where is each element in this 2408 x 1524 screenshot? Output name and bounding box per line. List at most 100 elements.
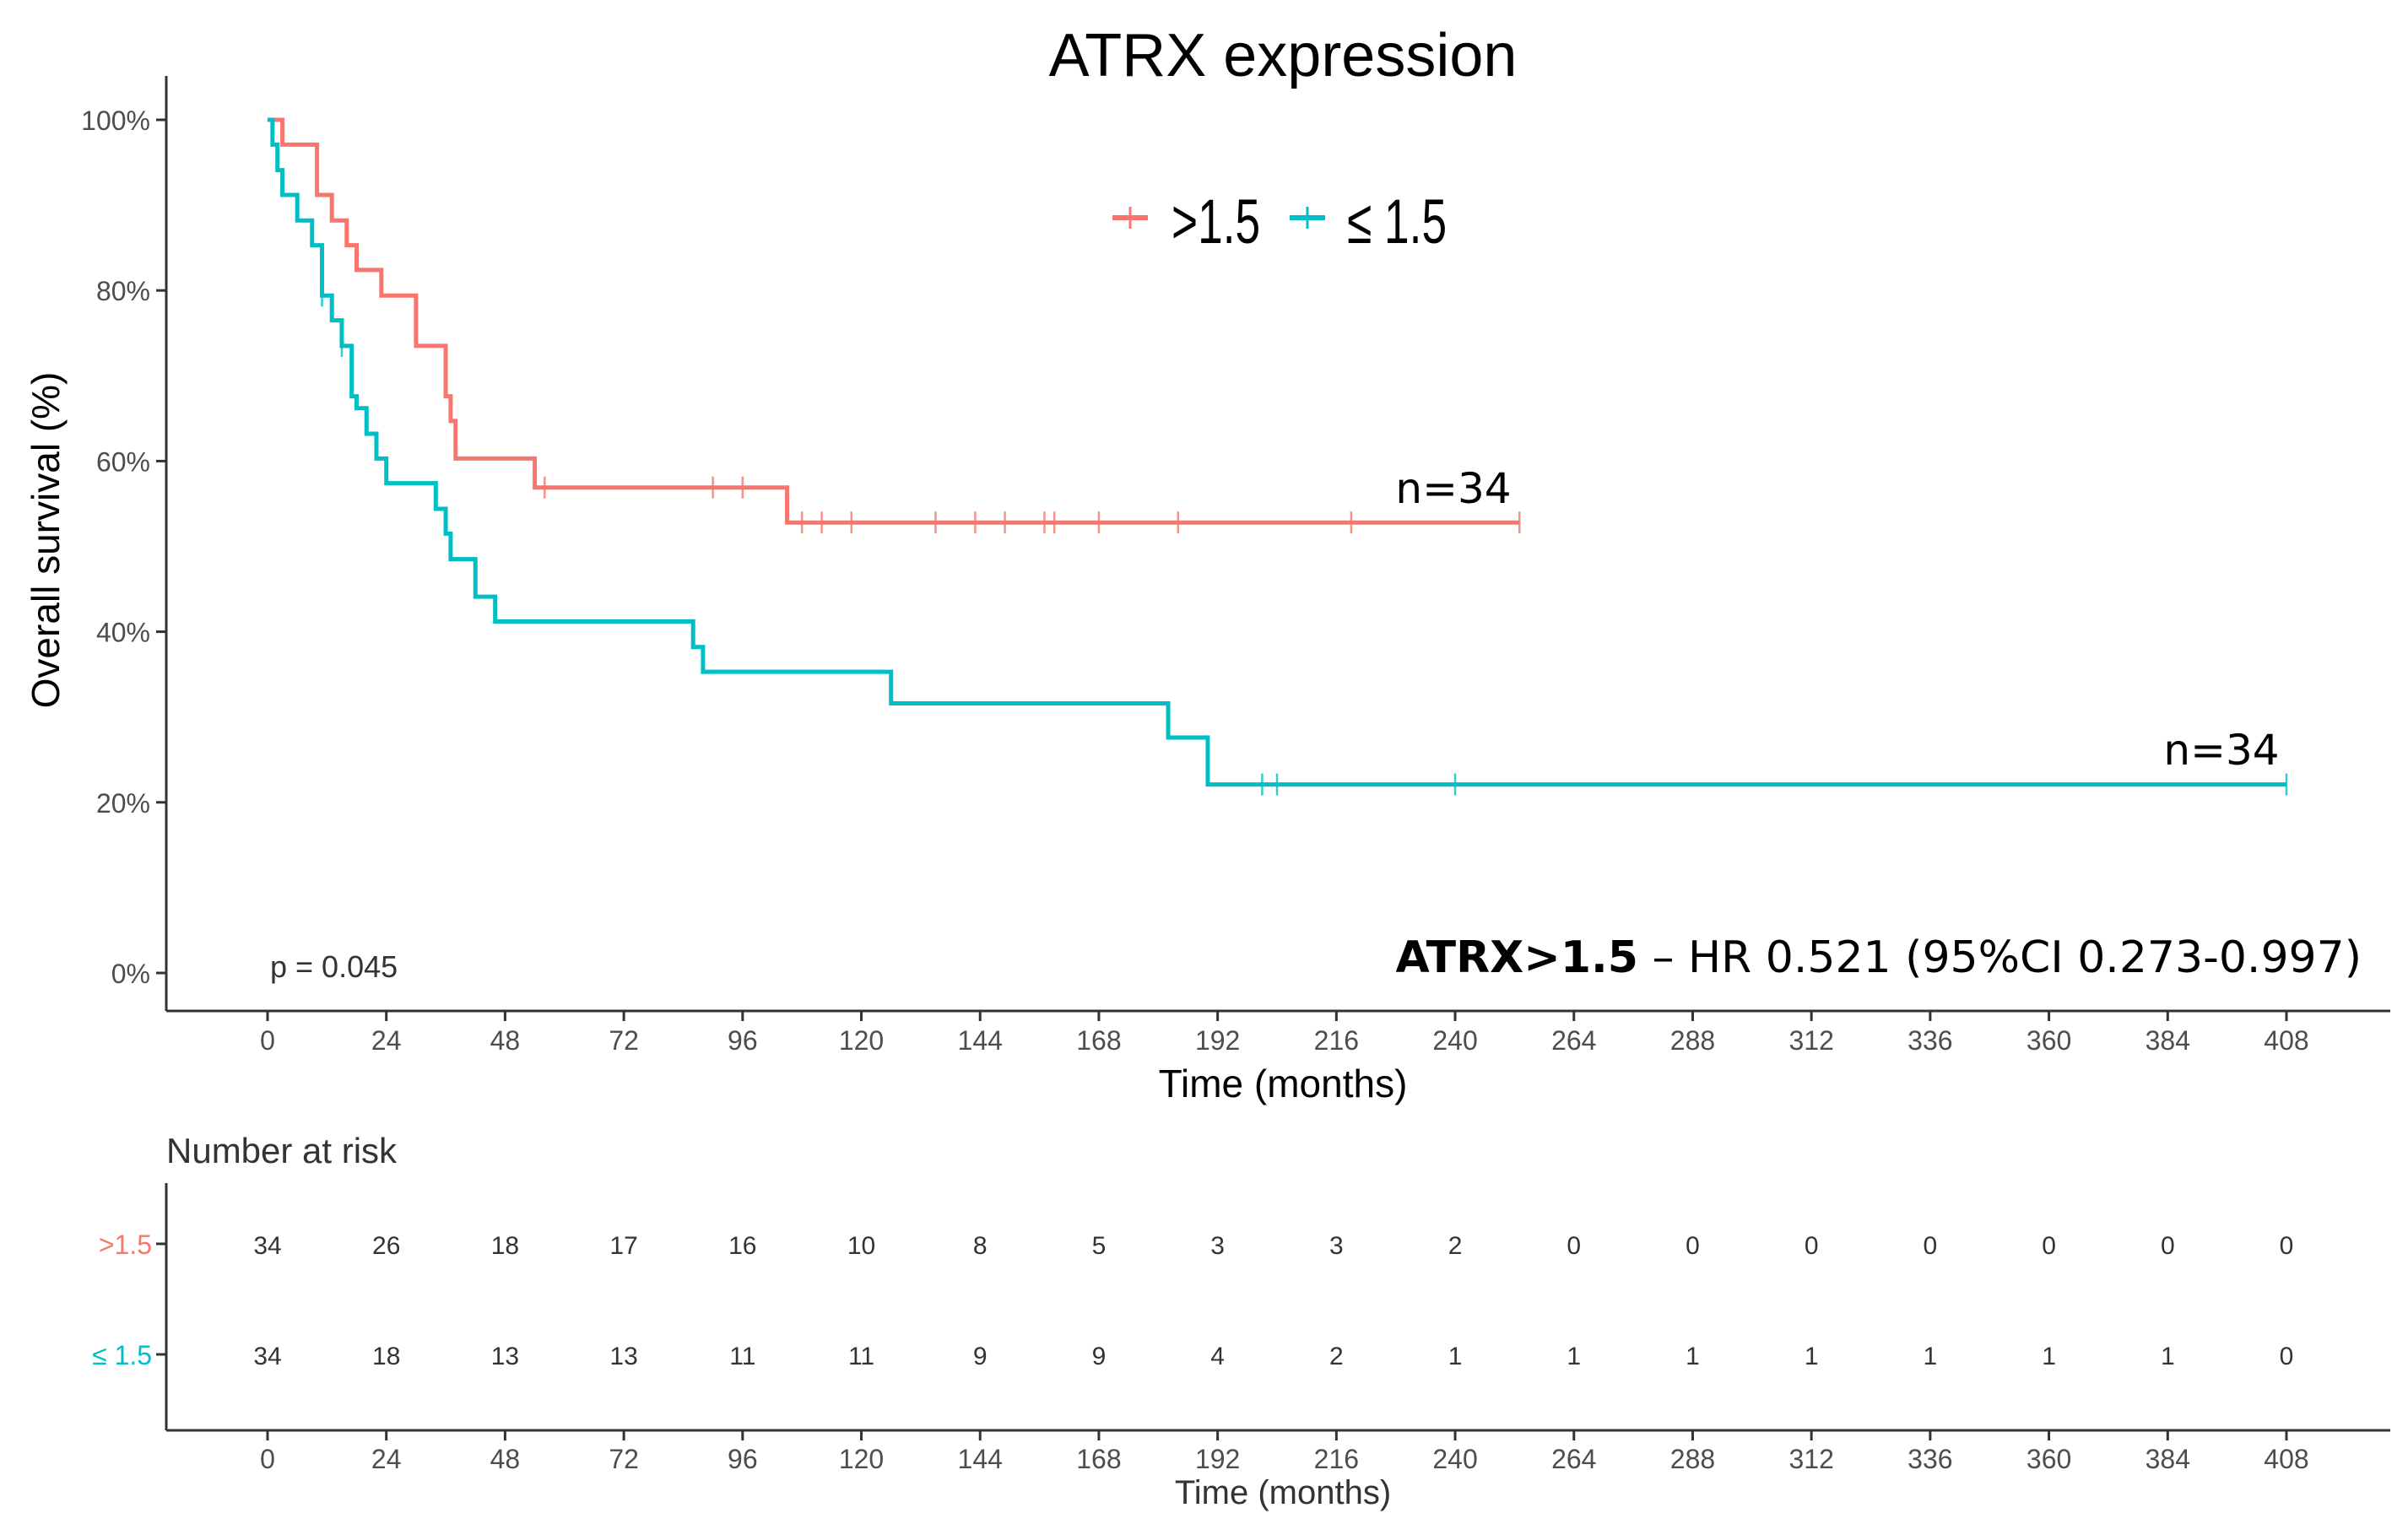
n-label-gt: n=34 xyxy=(1395,464,1511,513)
x-tick-label: 360 xyxy=(2027,1025,2071,1056)
risk-value: 0 xyxy=(2161,1232,2175,1260)
x-tick-label: 384 xyxy=(2146,1025,2190,1056)
x-axis-label: Time (months) xyxy=(1159,1062,1408,1105)
risk-value: 0 xyxy=(2280,1232,2294,1260)
x-tick-label: 216 xyxy=(1314,1025,1359,1056)
legend: >1.5 ≤ 1.5 xyxy=(1112,186,1447,257)
risk-value: 5 xyxy=(1092,1232,1107,1260)
risk-value: 0 xyxy=(1686,1232,1700,1260)
x-tick-label: 72 xyxy=(609,1025,639,1056)
risk-value: 9 xyxy=(1092,1343,1107,1370)
risk-x-tick-label: 384 xyxy=(2146,1444,2190,1474)
x-tick-label: 168 xyxy=(1076,1025,1121,1056)
risk-value: 26 xyxy=(372,1232,400,1260)
risk-x-axis-label: Time (months) xyxy=(1175,1474,1391,1511)
risk-value: 2 xyxy=(1448,1232,1463,1260)
risk-x-tick-label: 216 xyxy=(1314,1444,1359,1474)
risk-x-tick-label: 0 xyxy=(260,1444,275,1474)
risk-value: 8 xyxy=(973,1232,988,1260)
risk-value: 13 xyxy=(491,1343,519,1370)
risk-x-tick-label: 72 xyxy=(609,1444,639,1474)
y-tick-label: 0% xyxy=(111,959,150,989)
risk-value: 13 xyxy=(609,1343,637,1370)
risk-value: 11 xyxy=(848,1343,874,1370)
risk-value: 16 xyxy=(728,1232,756,1260)
x-tick-label: 96 xyxy=(728,1025,758,1056)
risk-x-tick-label: 360 xyxy=(2027,1444,2071,1474)
risk-value: 0 xyxy=(2280,1343,2294,1370)
legend-label-le: ≤ 1.5 xyxy=(1347,186,1447,257)
y-tick-label: 40% xyxy=(96,618,150,648)
risk-value: 0 xyxy=(1567,1232,1581,1260)
risk-x-tick-label: 192 xyxy=(1195,1444,1240,1474)
risk-x-tick-label: 144 xyxy=(958,1444,1003,1474)
risk-value: 1 xyxy=(1924,1343,1938,1370)
x-tick-label: 408 xyxy=(2264,1025,2308,1056)
x-tick-label: 264 xyxy=(1551,1025,1596,1056)
x-tick-label: 24 xyxy=(371,1025,402,1056)
hr-annotation-rest: – HR 0.521 (95%CI 0.273-0.997) xyxy=(1638,932,2362,983)
x-tick-label: 288 xyxy=(1670,1025,1715,1056)
risk-x-tick-label: 312 xyxy=(1788,1444,1833,1474)
x-tick-label: 336 xyxy=(1907,1025,1952,1056)
y-tick-label: 60% xyxy=(96,446,150,477)
x-tick-label: 240 xyxy=(1432,1025,1477,1056)
risk-table-title: Number at risk xyxy=(166,1131,398,1170)
risk-value: 1 xyxy=(2042,1343,2056,1370)
x-tick-label: 192 xyxy=(1195,1025,1240,1056)
risk-value: 18 xyxy=(372,1343,400,1370)
n-label-le: n=34 xyxy=(2163,726,2279,775)
risk-value: 17 xyxy=(609,1232,637,1260)
p-value: p = 0.045 xyxy=(270,949,398,984)
risk-value: 34 xyxy=(253,1232,281,1260)
x-tick-label: 120 xyxy=(839,1025,884,1056)
y-tick-label: 80% xyxy=(96,276,150,306)
x-tick-label: 0 xyxy=(260,1025,275,1056)
risk-x-tick-label: 408 xyxy=(2264,1444,2308,1474)
risk-value: 0 xyxy=(1924,1232,1938,1260)
risk-x-tick-label: 120 xyxy=(839,1444,884,1474)
risk-x-tick-label: 264 xyxy=(1551,1444,1596,1474)
risk-x-tick-label: 336 xyxy=(1907,1444,1952,1474)
y-tick-label: 100% xyxy=(81,105,150,136)
legend-label-gt: >1.5 xyxy=(1172,186,1260,257)
risk-value: 3 xyxy=(1329,1232,1344,1260)
risk-x-tick-label: 240 xyxy=(1432,1444,1477,1474)
x-tick-label: 312 xyxy=(1788,1025,1833,1056)
risk-value: 1 xyxy=(2161,1343,2175,1370)
risk-x-tick-label: 168 xyxy=(1076,1444,1121,1474)
risk-x-tick-label: 288 xyxy=(1670,1444,1715,1474)
risk-table: >1.5 34 26 18 17 16 10 8 5 3 3 2 0 0 0 0 0 0 0≤ 1.5 34 18 13 1… xyxy=(92,1229,2293,1370)
y-axis-label: Overall survival (%) xyxy=(24,372,68,709)
risk-value: 2 xyxy=(1329,1343,1344,1370)
chart-title: ATRX expression xyxy=(1049,22,1518,89)
risk-x-tick-label: 24 xyxy=(371,1444,402,1474)
y-ticks: 0% 20% 40% 60% 80% 100% xyxy=(81,105,166,989)
risk-value: 1 xyxy=(1448,1343,1463,1370)
x-tick-label: 144 xyxy=(958,1025,1003,1056)
risk-value: 1 xyxy=(1567,1343,1581,1370)
risk-value: 0 xyxy=(2042,1232,2056,1260)
risk-x-tick-label: 48 xyxy=(490,1444,521,1474)
hr-annotation-bold: ATRX>1.5 xyxy=(1395,932,1638,983)
risk-x-tick-label: 96 xyxy=(728,1444,758,1474)
risk-value: 3 xyxy=(1210,1232,1225,1260)
risk-value: 4 xyxy=(1210,1343,1225,1370)
survival-curve-le xyxy=(268,117,2286,787)
survival-curve-gt xyxy=(268,117,1520,525)
risk-value: 18 xyxy=(491,1232,519,1260)
hr-annotation: ATRX>1.5 – HR 0.521 (95%CI 0.273-0.997) xyxy=(1395,932,2362,983)
risk-row-label: >1.5 xyxy=(99,1229,152,1260)
x-ticks: 0 24 48 72 96 120 144 168 192 216 240 264 288 312 336 3… xyxy=(260,1011,2309,1056)
risk-value: 10 xyxy=(847,1232,875,1260)
risk-value: 34 xyxy=(253,1343,281,1370)
x-tick-label: 48 xyxy=(490,1025,521,1056)
risk-value: 1 xyxy=(1805,1343,1819,1370)
risk-value: 9 xyxy=(973,1343,988,1370)
survival-curves xyxy=(268,117,2288,796)
risk-x-ticks: 0 24 48 72 96 120 144 168 192 216 240 264 288 312 336 3… xyxy=(260,1430,2309,1474)
risk-value: 0 xyxy=(1805,1232,1819,1260)
risk-row-label: ≤ 1.5 xyxy=(92,1340,152,1370)
y-tick-label: 20% xyxy=(96,788,150,819)
